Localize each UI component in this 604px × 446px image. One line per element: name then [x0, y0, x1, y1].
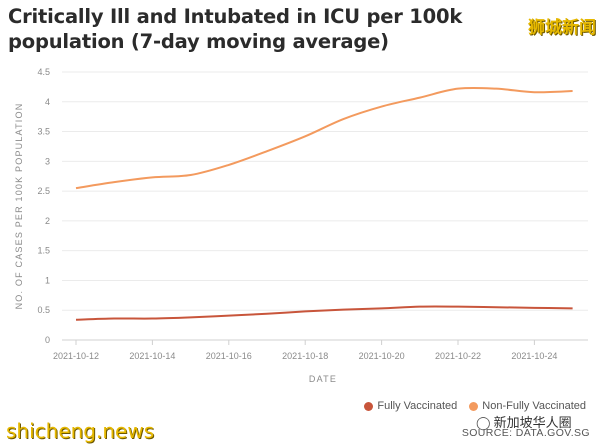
legend: Fully Vaccinated Non-Fully Vaccinated [364, 400, 586, 412]
data-point[interactable] [304, 310, 306, 312]
data-point[interactable] [342, 118, 344, 120]
data-point[interactable] [457, 87, 459, 89]
y-tick-label: 2 [45, 216, 50, 226]
data-point[interactable] [304, 135, 306, 137]
data-point[interactable] [495, 306, 497, 308]
data-point[interactable] [151, 317, 153, 319]
y-tick-label: 0 [45, 335, 50, 345]
data-point[interactable] [151, 176, 153, 178]
data-point[interactable] [342, 308, 344, 310]
series-line-non-fully-vaccinated[interactable] [75, 86, 573, 190]
watermark-wechat: ◯ 新加坡华人圈 [476, 412, 572, 431]
x-tick-label: 2021-10-22 [435, 351, 481, 361]
data-point[interactable] [457, 305, 459, 307]
data-point[interactable] [533, 307, 535, 309]
x-tick-label: 2021-10-16 [206, 351, 252, 361]
x-tick-label: 2021-10-24 [511, 351, 557, 361]
data-point[interactable] [228, 314, 230, 316]
y-tick-label: 2.5 [37, 186, 50, 196]
legend-item-fully-vaccinated[interactable]: Fully Vaccinated [364, 400, 457, 412]
wechat-icon: ◯ [476, 416, 491, 431]
legend-dot-fully-vaccinated [364, 401, 374, 411]
watermark-top: 狮城新闻 [528, 18, 596, 38]
legend-label-non-fully-vaccinated: Non-Fully Vaccinated [482, 400, 586, 412]
legend-dot-non-fully-vaccinated [469, 401, 479, 411]
data-point[interactable] [495, 87, 497, 89]
y-tick-label: 0.5 [37, 305, 50, 315]
data-point[interactable] [228, 164, 230, 166]
data-point[interactable] [571, 307, 573, 309]
grid-lines [62, 71, 588, 345]
y-tick-label: 1 [45, 275, 50, 285]
y-axis-label: NO. OF CASES PER 100K POPULATION [14, 103, 24, 310]
data-point[interactable] [266, 150, 268, 152]
x-tick-label: 2021-10-18 [282, 351, 328, 361]
x-tick-labels: 2021-10-12 2021-10-14 2021-10-16 2021-10-18… [53, 351, 557, 361]
data-point[interactable] [75, 319, 77, 321]
data-point[interactable] [419, 96, 421, 98]
data-point[interactable] [419, 305, 421, 307]
y-tick-label: 3.5 [37, 127, 50, 137]
data-point[interactable] [189, 174, 191, 176]
data-point[interactable] [571, 90, 573, 92]
data-point[interactable] [113, 317, 115, 319]
y-tick-label: 4.5 [37, 67, 50, 77]
watermark-bottom: shicheng.news [6, 419, 155, 443]
watermark-wechat-text: 新加坡华人圈 [493, 416, 572, 431]
y-tick-label: 1.5 [37, 246, 50, 256]
legend-item-non-fully-vaccinated[interactable]: Non-Fully Vaccinated [469, 400, 586, 412]
y-tick-labels: 0 0.5 1 1.5 2 2.5 3 3.5 4 4.5 [37, 67, 50, 345]
x-axis-label: DATE [309, 374, 337, 384]
source-note: SOURCE: DATA.GOV.SG [461, 427, 590, 439]
y-tick-label: 4 [45, 97, 50, 107]
data-point[interactable] [75, 187, 77, 189]
chart-title: Critically Ill and Intubated in ICU per … [8, 5, 463, 53]
data-point[interactable] [266, 313, 268, 315]
series-line-fully-vaccinated[interactable] [75, 305, 573, 321]
data-point[interactable] [380, 307, 382, 309]
legend-label-fully-vaccinated: Fully Vaccinated [377, 400, 458, 412]
data-point[interactable] [113, 181, 115, 183]
x-tick-label: 2021-10-14 [129, 351, 175, 361]
series-lines [75, 86, 573, 321]
x-tick-label: 2021-10-20 [359, 351, 405, 361]
x-tick-label: 2021-10-12 [53, 351, 99, 361]
data-point[interactable] [533, 91, 535, 93]
y-tick-label: 3 [45, 156, 50, 166]
data-point[interactable] [380, 105, 382, 107]
data-point[interactable] [189, 316, 191, 318]
